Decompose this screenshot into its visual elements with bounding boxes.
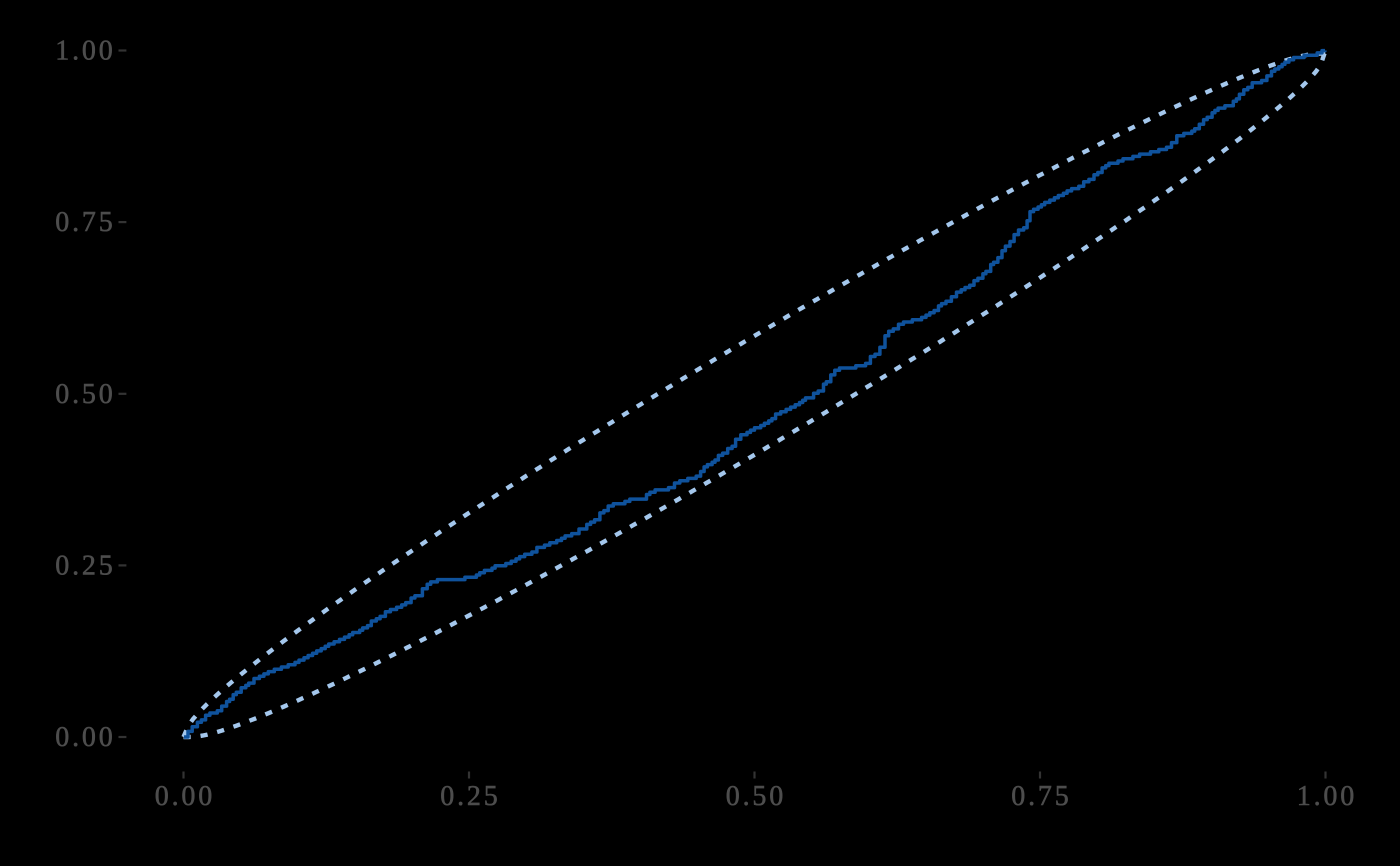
svg-text:1.00: 1.00 [1297,781,1357,812]
svg-text:0.75: 0.75 [1011,781,1071,812]
svg-text:1.00: 1.00 [55,36,115,67]
svg-text:0.25: 0.25 [440,781,500,812]
svg-text:0.50: 0.50 [726,781,786,812]
svg-text:0.25: 0.25 [55,550,115,581]
svg-text:0.00: 0.00 [55,722,115,753]
svg-text:0.00: 0.00 [155,781,215,812]
svg-text:0.50: 0.50 [55,379,115,410]
svg-text:0.75: 0.75 [55,207,115,238]
